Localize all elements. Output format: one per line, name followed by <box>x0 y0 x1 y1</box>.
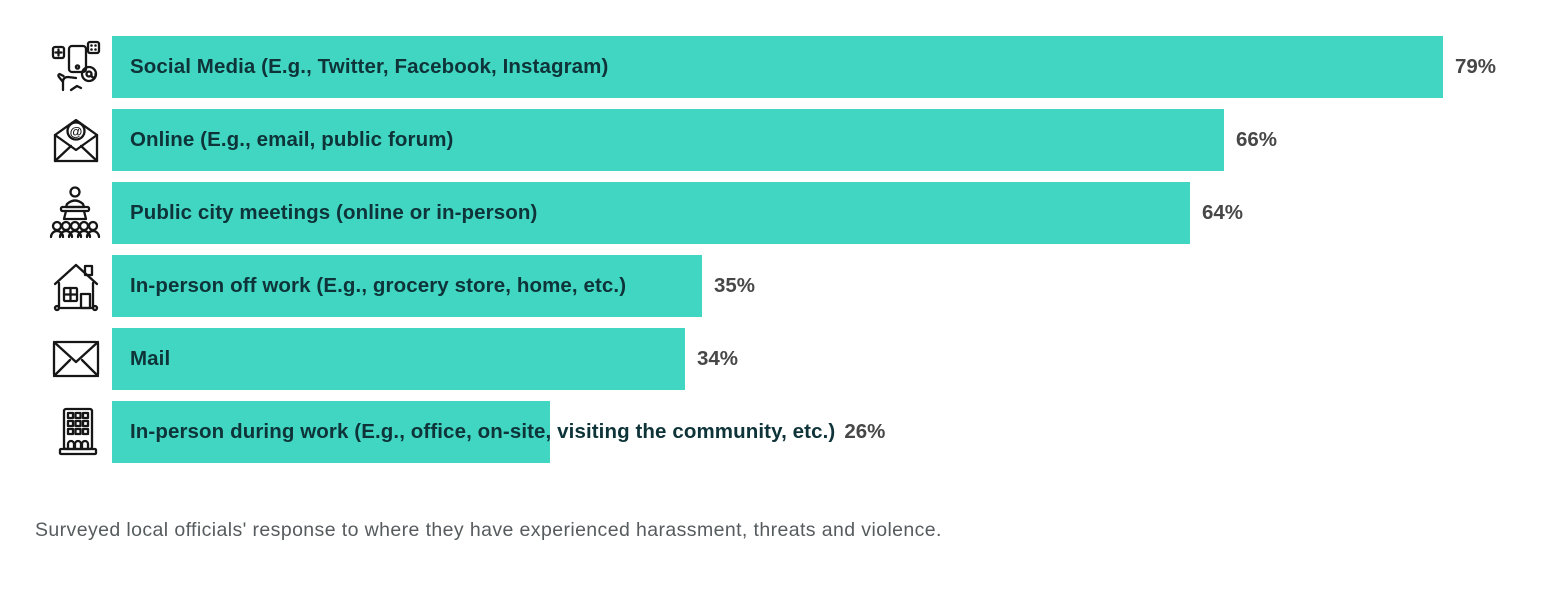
value-label: 26% <box>844 420 886 443</box>
bar-track: Mail 34% <box>112 328 1544 390</box>
bar-labels: Social Media (E.g., Twitter, Facebook, I… <box>112 36 1544 98</box>
social-media-icon <box>0 36 112 98</box>
value-label: 79% <box>1455 55 1497 78</box>
house-icon <box>0 255 112 317</box>
bar-track: Online (E.g., email, public forum) 66% <box>112 109 1544 171</box>
chart-row: Mail 34% <box>0 328 1544 390</box>
bar-chart: Social Media (E.g., Twitter, Facebook, I… <box>0 36 1544 541</box>
chart-caption: Surveyed local officials' response to wh… <box>35 519 942 541</box>
mail-envelope-icon <box>0 328 112 390</box>
value-label: 64% <box>1202 201 1244 224</box>
chart-row: Social Media (E.g., Twitter, Facebook, I… <box>0 36 1544 98</box>
bar-track: In-person during work (E.g., office, on-… <box>112 401 1544 463</box>
bar-labels: Online (E.g., email, public forum) 66% <box>112 109 1544 171</box>
public-meeting-podium-icon <box>0 182 112 244</box>
chart-row: In-person off work (E.g., grocery store,… <box>0 255 1544 317</box>
bar-labels: Public city meetings (online or in-perso… <box>112 182 1544 244</box>
chart-row: In-person during work (E.g., office, on-… <box>0 401 1544 463</box>
bar <box>112 109 1224 171</box>
chart-row: Public city meetings (online or in-perso… <box>0 182 1544 244</box>
bar-track: Social Media (E.g., Twitter, Facebook, I… <box>112 36 1544 98</box>
bar-labels: Mail 34% <box>112 328 1544 390</box>
value-label: 66% <box>1236 128 1278 151</box>
bar-label: In-person off work (E.g., grocery store,… <box>130 274 627 297</box>
bar <box>112 401 550 463</box>
bar-label: Online (E.g., email, public forum) <box>130 128 454 151</box>
bar <box>112 36 1443 98</box>
bar-label: Mail <box>130 347 171 370</box>
bar-label: Public city meetings (online or in-perso… <box>130 201 538 224</box>
bar <box>112 182 1190 244</box>
bar <box>112 255 702 317</box>
bar-label: In-person during work (E.g., office, on-… <box>130 420 836 443</box>
value-label: 34% <box>697 347 739 370</box>
bar-track: In-person off work (E.g., grocery store,… <box>112 255 1544 317</box>
bar-labels: In-person during work (E.g., office, on-… <box>112 401 1544 463</box>
bar-label: Social Media (E.g., Twitter, Facebook, I… <box>130 55 609 78</box>
value-label: 35% <box>714 274 756 297</box>
chart-row: @ Online (E.g., email, public forum) 66% <box>0 109 1544 171</box>
office-building-icon <box>0 401 112 463</box>
bar-track: Public city meetings (online or in-perso… <box>112 182 1544 244</box>
bar-labels: In-person off work (E.g., grocery store,… <box>112 255 1544 317</box>
bar <box>112 328 685 390</box>
online-envelope-icon: @ <box>0 109 112 171</box>
svg-text:@: @ <box>70 124 83 139</box>
